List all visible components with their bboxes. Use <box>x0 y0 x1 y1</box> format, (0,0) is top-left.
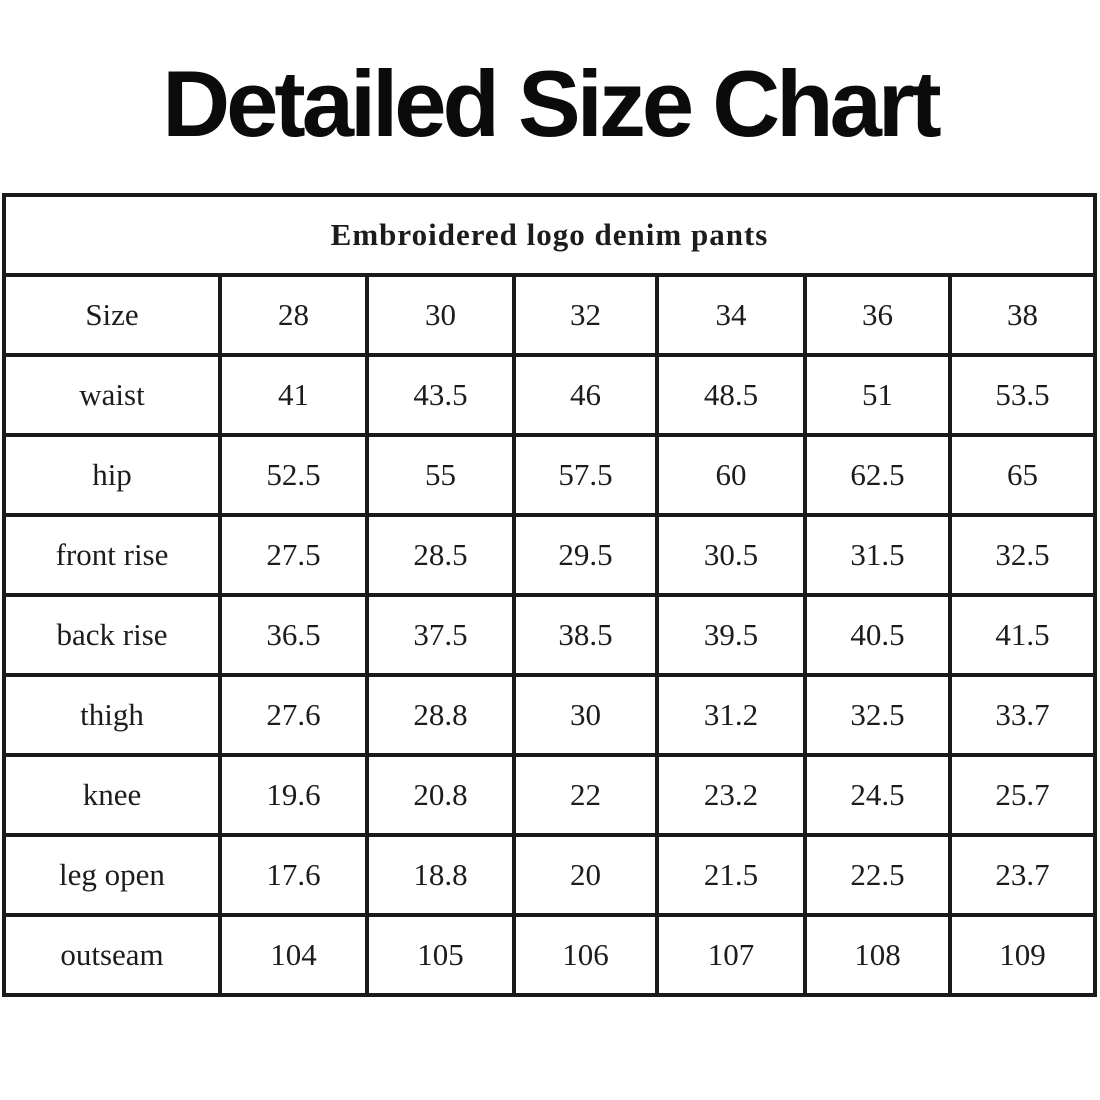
measurement-value: 29.5 <box>512 513 659 597</box>
measurement-row: thigh 27.6 28.8 30 31.2 32.5 33.7 <box>2 673 1098 757</box>
measurement-value: 37.5 <box>365 593 516 677</box>
measurement-value: 17.6 <box>218 833 369 917</box>
measurement-value: 31.5 <box>803 513 952 597</box>
measurement-value: 19.6 <box>218 753 369 837</box>
measurement-label: back rise <box>2 593 222 677</box>
size-header-cell: 28 <box>218 273 369 357</box>
measurement-value: 32.5 <box>803 673 952 757</box>
measurement-value: 39.5 <box>655 593 807 677</box>
size-header-cell: 32 <box>512 273 659 357</box>
product-name: Embroidered logo denim pants <box>1 193 1098 277</box>
measurement-value: 27.5 <box>218 513 369 597</box>
measurement-value: 21.5 <box>655 833 807 917</box>
measurement-value: 60 <box>655 433 807 517</box>
measurement-value: 57.5 <box>512 433 659 517</box>
measurement-value: 27.6 <box>218 673 369 757</box>
measurement-value: 105 <box>365 913 516 997</box>
size-header-cell: 36 <box>803 273 952 357</box>
measurement-value: 23.2 <box>655 753 807 837</box>
size-chart-table: Embroidered logo denim pants Size 28 30 32 3… <box>1 193 1098 997</box>
measurement-row: hip 52.5 55 57.5 60 62.5 65 <box>2 433 1098 517</box>
measurement-label: outseam <box>2 913 222 997</box>
measurement-label: thigh <box>2 673 222 757</box>
measurement-value: 38.5 <box>512 593 659 677</box>
measurement-row: back rise 36.5 37.5 38.5 39.5 40.5 41.5 <box>2 593 1098 677</box>
measurement-value: 109 <box>947 913 1098 997</box>
measurement-value: 107 <box>655 913 807 997</box>
measurement-label: leg open <box>2 833 222 917</box>
measurement-value: 25.7 <box>947 753 1098 837</box>
measurement-label: hip <box>2 433 222 517</box>
size-chart-container: Embroidered logo denim pants Size 28 30 32 3… <box>1 193 1100 997</box>
measurement-row: outseam 104 105 106 107 108 109 <box>2 913 1098 997</box>
measurement-value: 28.5 <box>365 513 516 597</box>
measurement-value: 40.5 <box>803 593 952 677</box>
measurement-value: 46 <box>512 353 659 437</box>
measurement-value: 51 <box>803 353 952 437</box>
measurement-value: 62.5 <box>803 433 952 517</box>
size-header-cell: 38 <box>947 273 1098 357</box>
measurement-value: 28.8 <box>365 673 516 757</box>
size-header-cell: 34 <box>655 273 807 357</box>
measurement-value: 106 <box>512 913 659 997</box>
measurement-value: 24.5 <box>803 753 952 837</box>
measurement-value: 22 <box>512 753 659 837</box>
measurement-value: 30 <box>512 673 659 757</box>
measurement-value: 31.2 <box>655 673 807 757</box>
measurement-value: 30.5 <box>655 513 807 597</box>
measurement-value: 32.5 <box>947 513 1098 597</box>
measurement-value: 41.5 <box>947 593 1098 677</box>
measurement-value: 55 <box>365 433 516 517</box>
measurement-value: 52.5 <box>218 433 369 517</box>
measurement-value: 22.5 <box>803 833 952 917</box>
measurement-value: 53.5 <box>947 353 1098 437</box>
product-name-row: Embroidered logo denim pants <box>1 193 1098 277</box>
measurement-value: 108 <box>803 913 952 997</box>
measurement-value: 33.7 <box>947 673 1098 757</box>
measurement-value: 41 <box>218 353 369 437</box>
measurement-label: front rise <box>2 513 222 597</box>
measurement-value: 43.5 <box>365 353 516 437</box>
size-header-row: Size 28 30 32 34 36 38 <box>2 273 1098 357</box>
measurement-value: 23.7 <box>947 833 1098 917</box>
measurement-value: 20 <box>512 833 659 917</box>
measurement-value: 48.5 <box>655 353 807 437</box>
measurement-value: 65 <box>947 433 1098 517</box>
size-header-cell: 30 <box>365 273 516 357</box>
measurement-row: knee 19.6 20.8 22 23.2 24.5 25.7 <box>2 753 1098 837</box>
page-title: Detailed Size Chart <box>162 51 941 156</box>
measurement-value: 104 <box>218 913 369 997</box>
size-header-label-cell: Size <box>2 273 222 357</box>
measurement-value: 20.8 <box>365 753 516 837</box>
measurement-row: waist 41 43.5 46 48.5 51 53.5 <box>2 353 1098 437</box>
measurement-label: knee <box>2 753 222 837</box>
measurement-value: 36.5 <box>218 593 369 677</box>
measurement-value: 18.8 <box>365 833 516 917</box>
measurement-row: front rise 27.5 28.5 29.5 30.5 31.5 32.5 <box>2 513 1098 597</box>
measurement-row: leg open 17.6 18.8 20 21.5 22.5 23.7 <box>2 833 1098 917</box>
measurement-label: waist <box>2 353 222 437</box>
